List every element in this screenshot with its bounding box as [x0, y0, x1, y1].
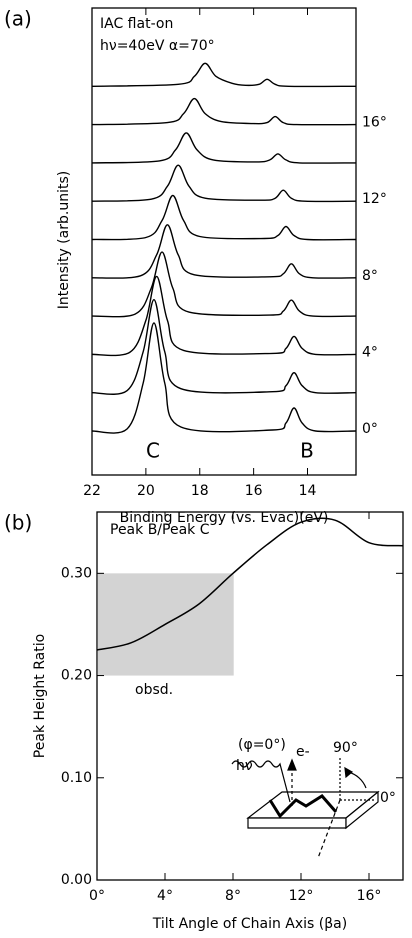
- chain-axis: [317, 799, 341, 859]
- y-axis-label: Peak Height Ratio: [32, 634, 48, 758]
- x-axis-label: Tilt Angle of Chain Axis (βa): [152, 916, 347, 932]
- annotation: C: [146, 439, 160, 463]
- spectrum: [91, 298, 357, 395]
- x-tick-label: 20: [137, 483, 155, 499]
- slab-side: [345, 790, 379, 830]
- panel-label: (b): [4, 511, 32, 535]
- annotation: Peak B/Peak C: [110, 522, 210, 538]
- series-label: 8°: [362, 268, 378, 284]
- panel-b-frame: [96, 511, 404, 881]
- spectrum: [91, 194, 357, 241]
- annotation: e-: [296, 744, 310, 760]
- annotation: 90°: [333, 740, 358, 756]
- y-tick-label: 0.00: [61, 872, 92, 888]
- spectrum: [91, 322, 357, 434]
- angle-arc: [347, 771, 367, 789]
- ratio-line: [96, 517, 404, 651]
- x-tick-label: 18: [191, 483, 209, 499]
- x-tick-label: 4°: [157, 888, 173, 904]
- annotation: hν: [236, 758, 253, 774]
- photon-wave: [231, 760, 291, 803]
- series-label: 0°: [362, 421, 378, 437]
- x-tick-label: 16: [245, 483, 263, 499]
- panel-a-frame: [91, 7, 357, 476]
- y-tick-label: 0.30: [61, 565, 92, 581]
- series-label: 4°: [362, 344, 378, 360]
- series-label: 16°: [362, 115, 387, 131]
- x-axis-label: Binding Energy (vs. Evac)(eV): [120, 510, 329, 526]
- spectrum: [91, 164, 357, 203]
- annotation: obsd.: [135, 682, 173, 698]
- x-tick-label: 16°: [357, 888, 382, 904]
- y-axis-label: Intensity (arb.units): [56, 171, 72, 309]
- spectrum: [91, 251, 357, 318]
- spectrum: [91, 275, 357, 357]
- inset-diagram: [231, 758, 380, 859]
- annotation: B: [300, 439, 314, 463]
- x-tick-label: 8°: [225, 888, 241, 904]
- x-tick-label: 0°: [89, 888, 105, 904]
- annotation: 0°: [380, 790, 396, 806]
- annotation: IAC flat-on: [100, 16, 173, 32]
- spectrum: [91, 224, 357, 279]
- series-label: 12°: [362, 191, 387, 207]
- chain: [268, 794, 338, 819]
- y-tick-label: 0.10: [61, 770, 92, 786]
- panel-label: (a): [4, 7, 32, 31]
- x-tick-label: 12°: [289, 888, 314, 904]
- x-tick-label: 14: [299, 483, 317, 499]
- annotation: (φ=0°): [238, 737, 286, 753]
- angle-arrow: [344, 766, 354, 779]
- spectrum: [91, 62, 357, 88]
- x-tick-label: 22: [83, 483, 101, 499]
- spectrum: [91, 97, 357, 126]
- electron-arrow: [287, 758, 297, 771]
- y-tick-label: 0.20: [61, 668, 92, 684]
- annotation: hν=40eV α=70°: [100, 38, 215, 54]
- spectrum: [91, 132, 357, 164]
